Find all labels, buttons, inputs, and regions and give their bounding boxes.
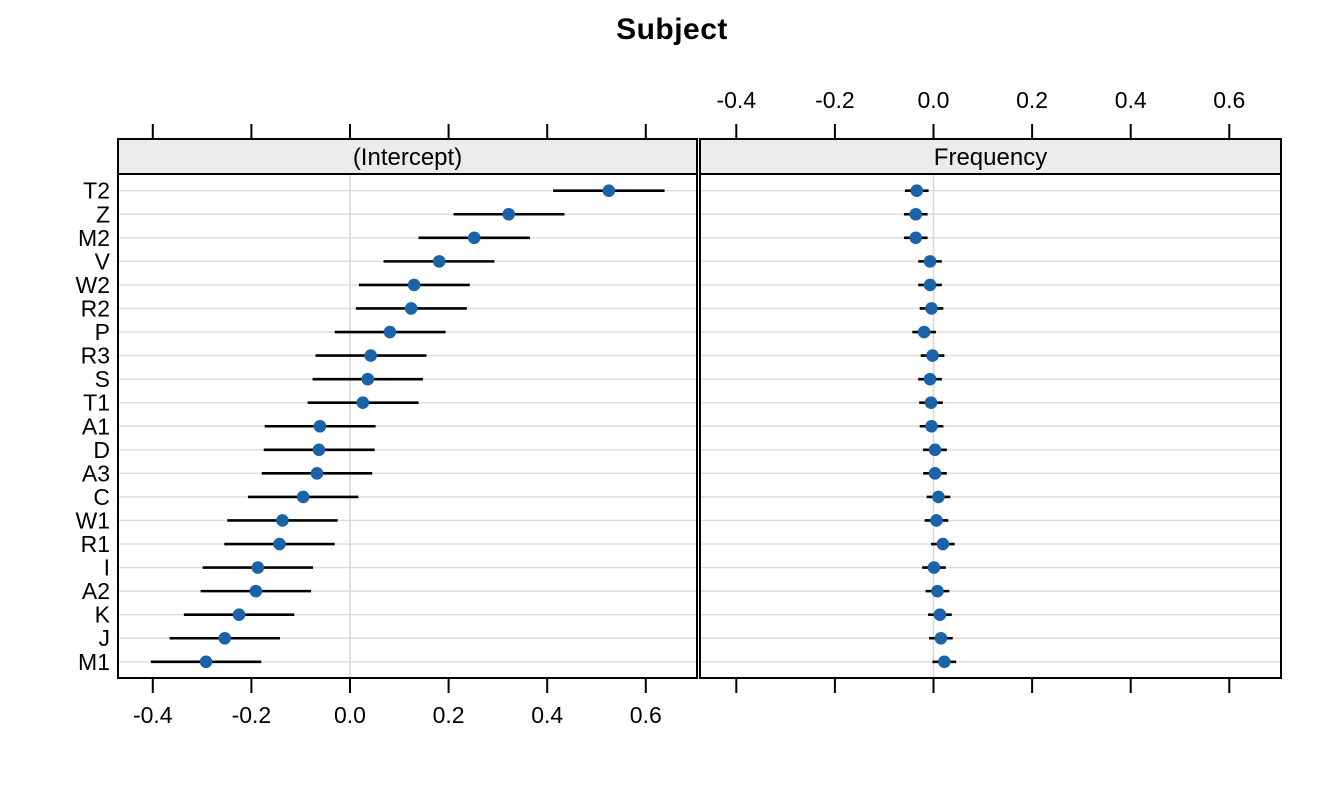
data-point (909, 207, 923, 221)
category-label: W1 (76, 507, 111, 533)
data-point (928, 467, 942, 480)
category-label: A3 (82, 460, 110, 486)
data-point (923, 255, 937, 268)
data-point (931, 584, 944, 598)
data-point (502, 207, 516, 221)
data-point (199, 655, 213, 669)
x-axis-tick-label: -0.4 (133, 702, 173, 728)
data-point (602, 184, 616, 197)
data-point (924, 396, 938, 409)
data-point (925, 302, 938, 315)
data-point (923, 278, 937, 292)
category-label: W2 (76, 272, 111, 298)
x-axis-tick-label: 0.6 (630, 702, 662, 728)
data-point (361, 372, 375, 386)
category-label: K (95, 602, 111, 628)
data-point (926, 349, 939, 362)
x-axis-tick-label: -0.4 (716, 87, 756, 113)
category-label: T2 (83, 178, 110, 204)
data-point (933, 608, 947, 621)
category-label: Z (96, 201, 110, 227)
category-label: A2 (82, 578, 110, 604)
category-label: D (93, 437, 110, 463)
figure-title: Subject (616, 13, 728, 46)
category-label: J (99, 625, 111, 651)
data-point (251, 561, 265, 574)
data-point (930, 514, 943, 527)
data-point (312, 443, 326, 457)
x-axis-tick-label: 0.0 (918, 87, 950, 113)
data-point (936, 537, 950, 551)
x-axis-tick-label: 0.0 (334, 702, 366, 728)
data-point (407, 278, 421, 292)
category-label: C (93, 484, 110, 510)
data-point (232, 608, 246, 621)
data-point (938, 655, 951, 669)
category-label: I (104, 555, 110, 581)
category-label: M1 (78, 649, 110, 675)
category-label: T1 (83, 390, 110, 416)
category-label: R3 (81, 343, 110, 369)
data-point (249, 584, 263, 598)
data-point (467, 231, 481, 245)
x-axis-tick-label: 0.4 (531, 702, 563, 728)
category-label: R1 (81, 531, 110, 557)
data-point (356, 396, 370, 409)
data-point (383, 325, 397, 339)
data-point (932, 490, 945, 504)
data-point (927, 561, 941, 574)
x-axis-tick-label: -0.2 (815, 87, 855, 113)
data-point (404, 302, 418, 315)
data-point (273, 537, 286, 551)
data-point (917, 325, 931, 339)
x-axis-tick-label: 0.6 (1213, 87, 1245, 113)
data-point (923, 372, 937, 386)
data-point (313, 419, 327, 433)
data-point (928, 443, 942, 457)
data-point (934, 631, 948, 645)
x-axis-tick-label: 0.2 (1016, 87, 1048, 113)
strip (117, 138, 698, 175)
x-axis-tick-label: -0.2 (232, 702, 272, 728)
data-point (296, 490, 310, 504)
strip-label-intercept: (Intercept) (352, 144, 463, 171)
data-point (910, 184, 924, 197)
strip-label-frequency: Frequency (933, 144, 1048, 171)
category-label: M2 (78, 225, 110, 251)
data-point (925, 419, 938, 433)
x-axis-tick-label: 0.2 (433, 702, 465, 728)
category-label: R2 (81, 295, 110, 321)
data-point (432, 255, 446, 268)
data-point (364, 349, 378, 362)
x-axis-tick-label: 0.4 (1115, 87, 1147, 113)
data-point (218, 631, 232, 645)
strip (699, 138, 1282, 175)
category-label: A1 (82, 413, 110, 439)
data-point (276, 514, 289, 527)
category-label: P (95, 319, 110, 345)
data-point (310, 467, 324, 480)
category-label: S (95, 366, 110, 392)
category-label: V (95, 248, 111, 274)
data-point (909, 231, 923, 245)
